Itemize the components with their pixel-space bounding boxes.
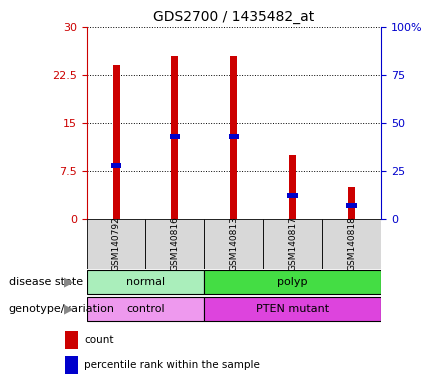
Text: percentile rank within the sample: percentile rank within the sample (84, 360, 260, 370)
Text: GSM140813: GSM140813 (229, 217, 238, 271)
Bar (87, 219, 145, 269)
Text: GSM140817: GSM140817 (288, 217, 297, 271)
Text: PTEN mutant: PTEN mutant (256, 304, 329, 314)
Text: genotype/variation: genotype/variation (9, 304, 115, 314)
Bar (204, 219, 263, 269)
Text: GSM140818: GSM140818 (347, 217, 356, 271)
Bar (348, 187, 355, 219)
Text: polyp: polyp (278, 277, 308, 287)
Text: ▶: ▶ (65, 303, 74, 316)
Bar (263, 219, 322, 269)
Text: disease state: disease state (9, 277, 83, 287)
Title: GDS2700 / 1435482_at: GDS2700 / 1435482_at (153, 10, 314, 25)
Bar (230, 56, 237, 219)
Bar (322, 219, 381, 269)
Text: GSM140792: GSM140792 (112, 217, 120, 271)
Bar (288, 193, 298, 199)
Bar (204, 270, 381, 295)
Text: GSM140816: GSM140816 (171, 217, 179, 271)
Text: ▶: ▶ (65, 276, 74, 289)
Bar (65, 356, 78, 374)
Bar (289, 155, 296, 219)
Bar (65, 331, 78, 349)
Text: normal: normal (126, 277, 165, 287)
Text: control: control (126, 304, 165, 314)
Bar (113, 65, 120, 219)
Bar (171, 56, 178, 219)
Bar (170, 134, 180, 139)
Text: count: count (84, 335, 113, 345)
Bar (87, 270, 204, 295)
Bar (346, 203, 357, 208)
Bar (111, 162, 121, 168)
Bar (229, 134, 239, 139)
Bar (87, 297, 204, 321)
Bar (145, 219, 204, 269)
Bar (204, 297, 381, 321)
